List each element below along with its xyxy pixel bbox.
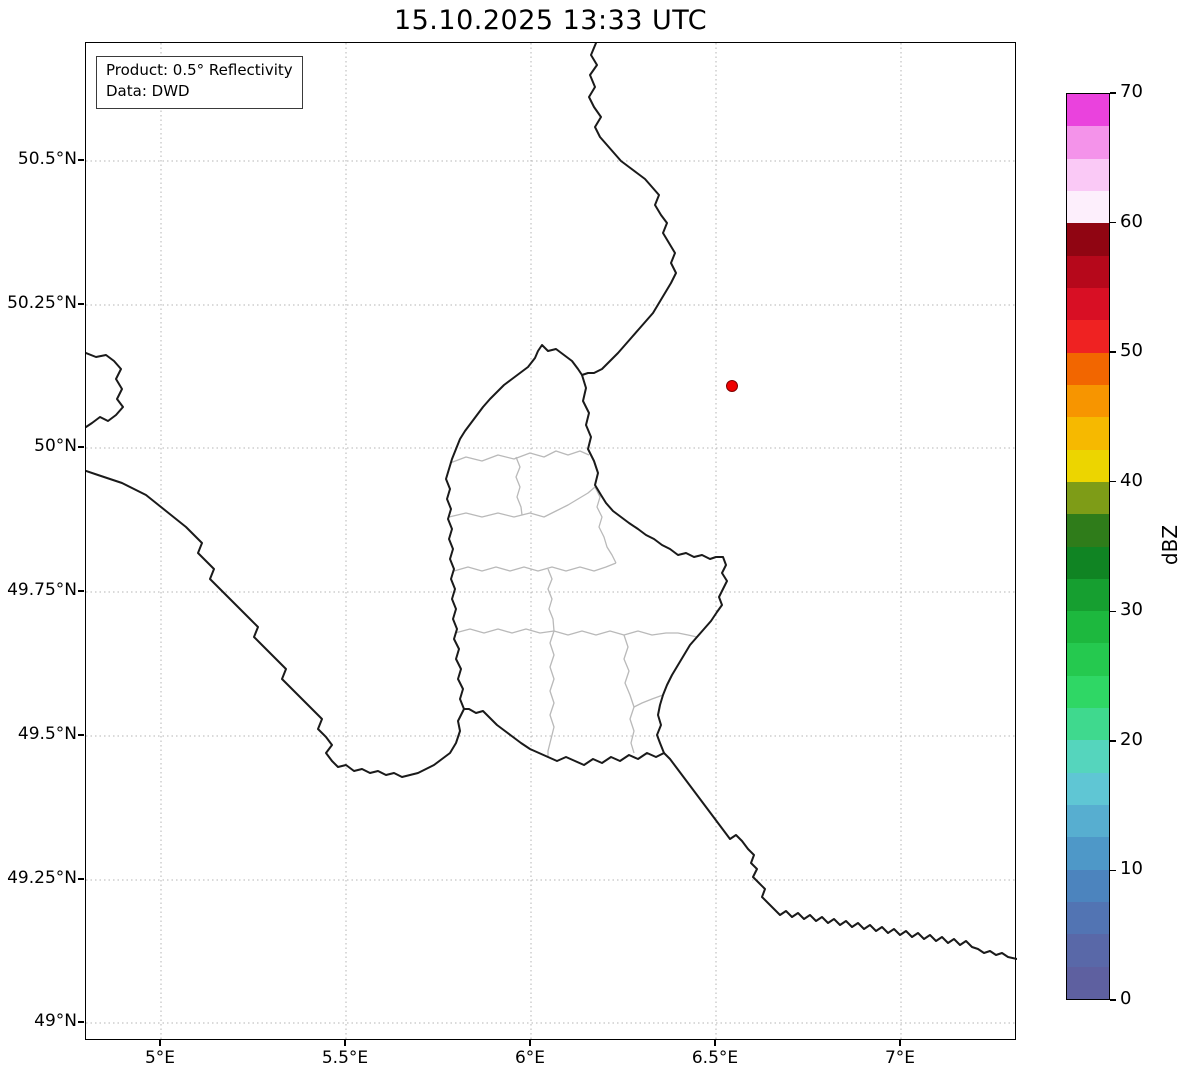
district-border: [453, 562, 617, 572]
colorbar-band: [1067, 740, 1109, 773]
colorbar-tick-mark: [1110, 92, 1116, 94]
district-border: [633, 694, 664, 708]
district-border: [623, 634, 635, 754]
colorbar-band: [1067, 158, 1109, 191]
y-axis-tick-mark: [78, 446, 84, 448]
radar-site-marker: [726, 380, 738, 392]
colorbar-axis-label: dBZ: [1158, 524, 1182, 566]
colorbar-band: [1067, 578, 1109, 612]
x-axis-tick-label: 6°E: [514, 1048, 546, 1068]
y-axis-tick-mark: [78, 734, 84, 736]
colorbar-tick-mark: [1110, 610, 1116, 613]
y-axis-tick-mark: [78, 590, 84, 592]
colorbar-band: [1067, 902, 1109, 935]
x-axis-tick-label: 7°E: [884, 1048, 916, 1068]
colorbar-band: [1067, 546, 1109, 579]
colorbar-tick-label: 0: [1120, 988, 1132, 1009]
colorbar-tick-label: 40: [1120, 469, 1143, 491]
district-border: [547, 630, 555, 757]
colorbar-band: [1067, 934, 1109, 967]
colorbar-band: [1067, 94, 1109, 127]
colorbar-tick-label: 10: [1120, 858, 1143, 880]
colorbar-band: [1067, 126, 1109, 159]
y-axis-tick-mark: [78, 159, 84, 161]
colorbar-tick-mark: [1110, 869, 1116, 872]
colorbar-band: [1067, 869, 1109, 903]
colorbar-band: [1067, 255, 1109, 288]
colorbar: [1066, 93, 1110, 1000]
product-info-line2: Data: DWD: [106, 82, 190, 101]
x-axis-tick-label: 6.5°E: [691, 1048, 739, 1068]
colorbar-band: [1067, 449, 1109, 482]
y-axis-tick-label: 49.75°N: [7, 580, 77, 600]
colorbar-tick-label: 50: [1120, 340, 1143, 362]
colorbar-band: [1067, 837, 1109, 870]
y-axis-tick-label: 49.25°N: [7, 868, 77, 888]
y-axis-tick-label: 50.25°N: [7, 293, 77, 313]
product-info-box: Product: 0.5° Reflectivity Data: DWD: [96, 56, 303, 109]
country-border: [445, 344, 728, 766]
x-axis-tick-mark: [344, 1040, 346, 1046]
y-axis-tick-mark: [78, 303, 84, 305]
country-border: [86, 352, 124, 428]
colorbar-band: [1067, 223, 1109, 256]
district-border: [547, 568, 555, 632]
figure-title: 15.10.2025 13:33 UTC: [393, 5, 708, 36]
colorbar-band: [1067, 481, 1109, 515]
district-border: [448, 486, 596, 518]
map-plot-area: Product: 0.5° Reflectivity Data: DWD: [85, 42, 1017, 1041]
colorbar-band: [1067, 190, 1109, 224]
map-canvas: [86, 43, 1017, 1041]
x-axis-tick-mark: [529, 1040, 531, 1046]
x-axis-tick-mark: [159, 1040, 161, 1046]
x-axis-tick-label: 5.5°E: [321, 1048, 369, 1068]
colorbar-band: [1067, 643, 1109, 676]
colorbar-tick-label: 60: [1120, 210, 1143, 232]
colorbar-band: [1067, 287, 1109, 321]
x-axis-tick-mark: [899, 1040, 901, 1046]
colorbar-tick-label: 20: [1120, 728, 1143, 750]
colorbar-band: [1067, 384, 1109, 418]
colorbar-band: [1067, 352, 1109, 385]
y-axis-tick-label: 49.5°N: [17, 724, 77, 744]
colorbar-tick-mark: [1110, 221, 1116, 224]
colorbar-tick-mark: [1110, 480, 1116, 483]
colorbar-band: [1067, 514, 1109, 547]
colorbar-band: [1067, 772, 1109, 806]
colorbar-band: [1067, 417, 1109, 450]
colorbar-tick-mark: [1110, 351, 1116, 353]
colorbar-band: [1067, 675, 1109, 709]
y-axis-tick-label: 49°N: [34, 1011, 77, 1031]
colorbar-band: [1067, 611, 1109, 644]
y-axis-tick-mark: [78, 878, 84, 880]
district-border: [515, 456, 523, 516]
district-border: [449, 450, 590, 464]
colorbar-band: [1067, 805, 1109, 838]
colorbar-band: [1067, 320, 1109, 353]
y-axis-tick-label: 50.5°N: [17, 149, 77, 169]
x-axis-tick-label: 5°E: [144, 1048, 176, 1068]
colorbar-band: [1067, 966, 1109, 999]
country-border: [663, 752, 1017, 960]
product-info-line1: Product: 0.5° Reflectivity: [106, 61, 293, 79]
colorbar-tick-label: 70: [1120, 81, 1143, 102]
colorbar-tick-mark: [1110, 999, 1116, 1001]
y-axis-tick-mark: [78, 1021, 84, 1023]
district-border: [454, 628, 698, 638]
district-border: [594, 486, 617, 564]
colorbar-band: [1067, 708, 1109, 741]
colorbar-tick-label: 30: [1120, 599, 1143, 621]
colorbar-tick-mark: [1110, 740, 1116, 742]
country-border: [581, 43, 677, 376]
country-border: [86, 470, 465, 778]
x-axis-tick-mark: [714, 1040, 716, 1046]
y-axis-tick-label: 50°N: [34, 436, 77, 456]
